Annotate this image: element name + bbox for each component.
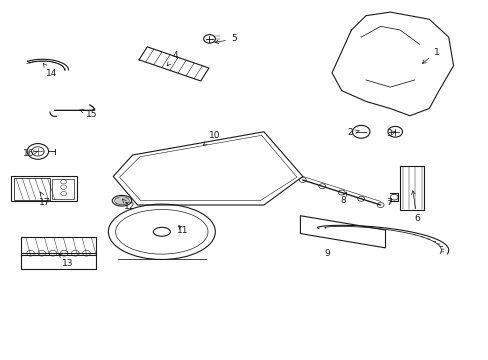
- Text: 11: 11: [177, 225, 188, 234]
- Text: 12: 12: [122, 199, 135, 211]
- Text: 3: 3: [386, 129, 395, 138]
- Text: 14: 14: [43, 63, 57, 78]
- Text: 1: 1: [422, 48, 439, 63]
- Text: 8: 8: [340, 192, 346, 205]
- Text: 5: 5: [215, 35, 236, 44]
- Text: 2: 2: [347, 129, 358, 138]
- Text: 17: 17: [40, 192, 51, 207]
- Text: 16: 16: [23, 149, 37, 158]
- Text: 15: 15: [80, 109, 98, 119]
- Text: 13: 13: [59, 254, 73, 268]
- Text: 7: 7: [386, 198, 391, 207]
- Text: 6: 6: [411, 191, 419, 223]
- Text: 10: 10: [203, 131, 220, 145]
- Text: 9: 9: [324, 249, 329, 258]
- Text: 4: 4: [167, 51, 178, 66]
